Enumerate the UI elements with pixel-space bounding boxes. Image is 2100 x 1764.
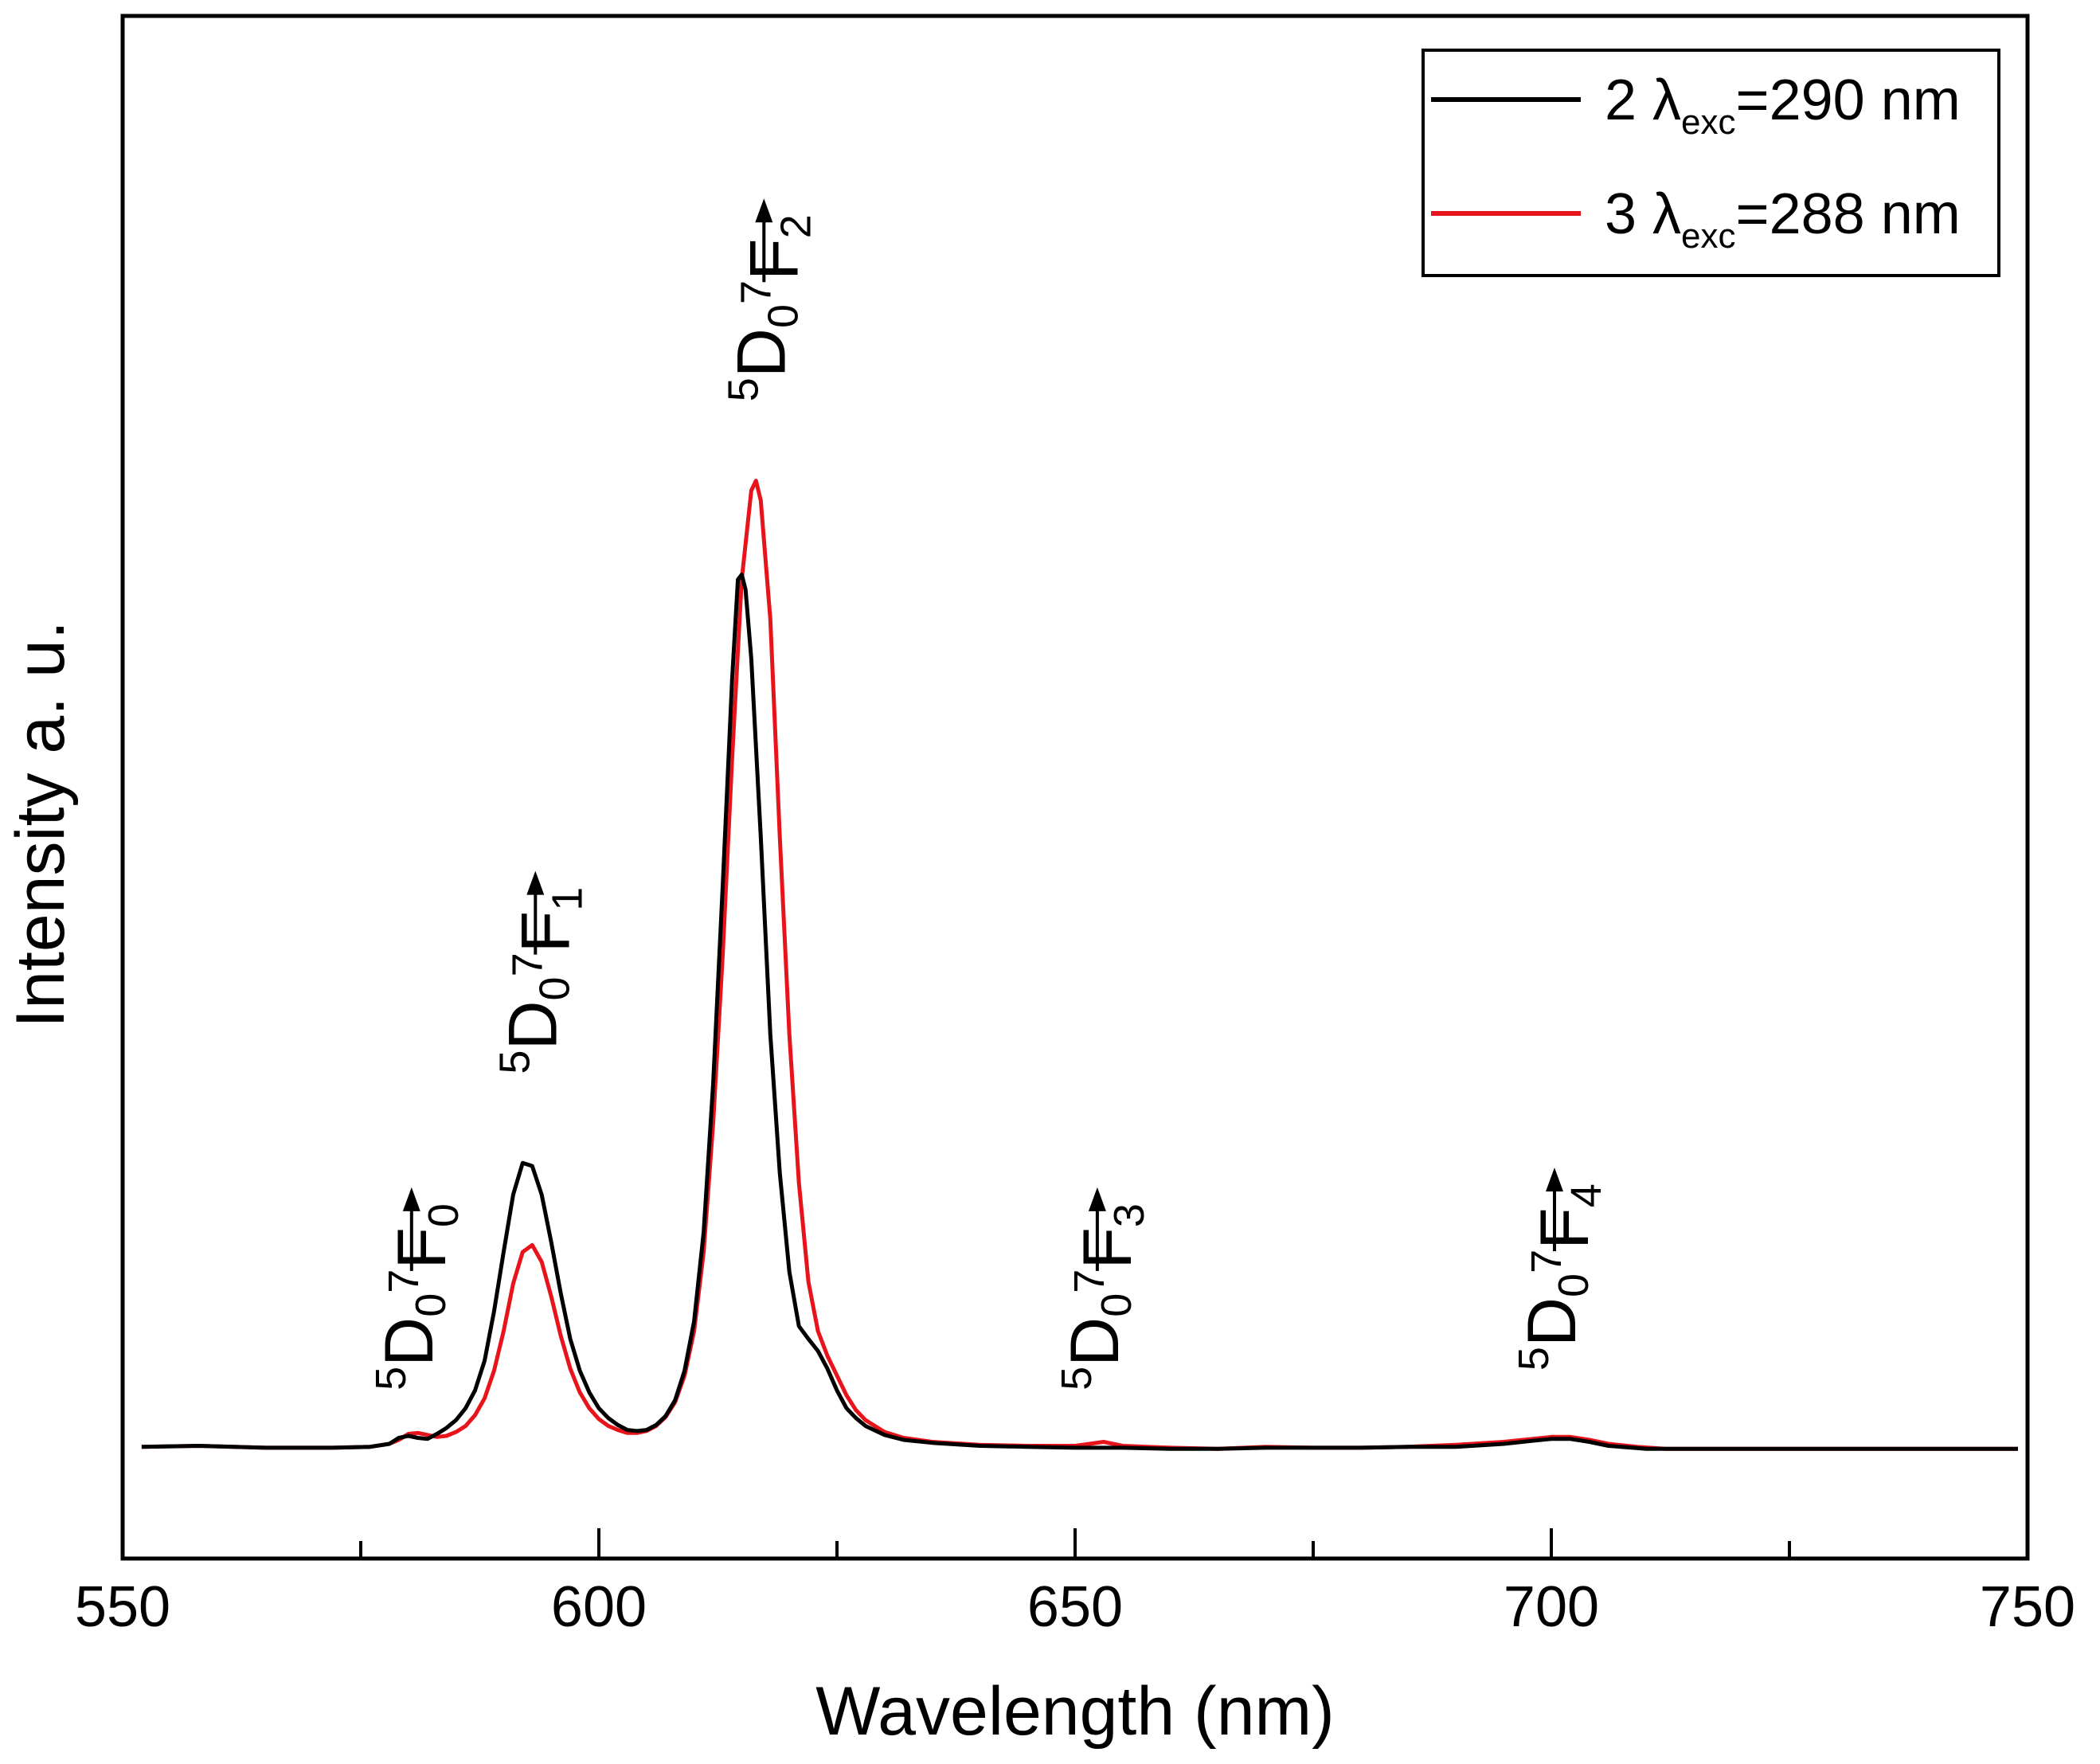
- legend-label: 3 λexc=288 nm: [1605, 182, 1961, 256]
- x-axis-ticks: [121, 1528, 2029, 1559]
- x-tick-label: 600: [551, 1575, 647, 1639]
- transition-label-4: 5D07F4: [1510, 1168, 1610, 1371]
- x-tick-label: 650: [1027, 1575, 1123, 1639]
- legend-entry-3: 3 λexc=288 nm: [1431, 182, 1961, 256]
- arrow-head: [1088, 1187, 1106, 1211]
- x-axis-tick-labels: 550 600 650 700 750: [75, 1575, 2075, 1639]
- arrow-head: [402, 1187, 420, 1211]
- svg-text:5D07F0: 5D07F0: [367, 1203, 467, 1390]
- series-layer: [141, 479, 2018, 1451]
- x-tick-label: 550: [75, 1575, 170, 1639]
- legend-entry-2: 2 λexc=290 nm: [1431, 68, 1961, 142]
- x-tick-label: 750: [1980, 1575, 2075, 1639]
- svg-text:5D07F1: 5D07F1: [491, 887, 591, 1074]
- transition-label-0: 5D07F0: [367, 1187, 467, 1390]
- transition-label-3: 5D07F3: [1053, 1187, 1153, 1390]
- arrow-head: [755, 198, 773, 223]
- arrow-head: [1546, 1168, 1563, 1192]
- series-line-1: [141, 573, 2018, 1451]
- legend: 2 λexc=290 nm 3 λexc=288 nm: [1422, 49, 2000, 277]
- svg-text:5D07F3: 5D07F3: [1053, 1203, 1153, 1390]
- svg-text:5D07F4: 5D07F4: [1510, 1183, 1610, 1371]
- legend-label: 2 λexc=290 nm: [1605, 68, 1961, 142]
- svg-text:5D07F2: 5D07F2: [719, 214, 819, 401]
- x-axis-title: Wavelength (nm): [815, 1673, 1335, 1750]
- transition-label-2: 5D07F2: [719, 198, 819, 401]
- y-axis-title: Intensity a. u.: [2, 620, 79, 1028]
- legend-box: [1422, 49, 2000, 277]
- transition-annotations: 5D07F0 5D07F1 5D07F2 5D07F3 5D07F4: [367, 198, 1610, 1390]
- transition-label-1: 5D07F1: [491, 870, 591, 1074]
- arrow-head: [526, 870, 545, 895]
- x-tick-label: 700: [1504, 1575, 1599, 1639]
